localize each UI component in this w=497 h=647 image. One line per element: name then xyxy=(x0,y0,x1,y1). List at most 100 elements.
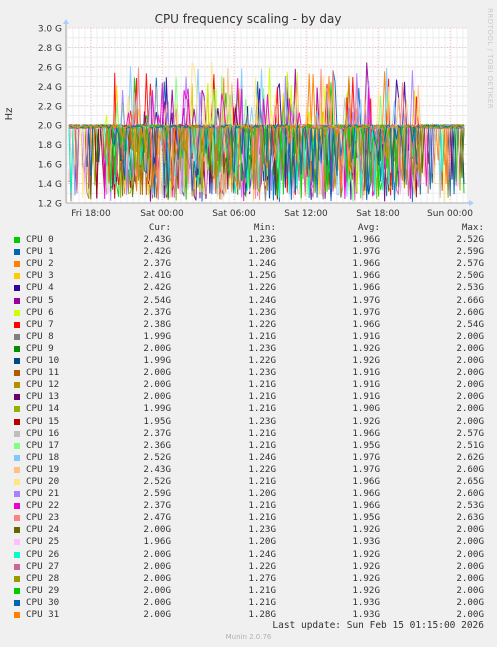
legend-min: 1.23G xyxy=(248,367,276,379)
legend-cur: 2.52G xyxy=(143,451,171,463)
legend-name: CPU 27 xyxy=(26,560,60,572)
series-line-cpu-23 xyxy=(68,67,465,201)
legend-cur: 2.00G xyxy=(143,367,171,379)
legend-row: CPU 11 2.00G 1.23G 1.91G 2.00G xyxy=(0,367,497,379)
legend-row: CPU 24 2.00G 1.23G 1.92G 2.00G xyxy=(0,524,497,536)
legend-max: 2.52G xyxy=(456,234,484,246)
legend-row: CPU 30 2.00G 1.21G 1.93G 2.00G xyxy=(0,597,497,609)
legend-name: CPU 31 xyxy=(26,609,60,620)
legend-cur: 1.96G xyxy=(143,536,171,548)
legend-cur: 2.00G xyxy=(143,342,171,354)
legend-name: CPU 13 xyxy=(26,391,60,403)
y-axis-label: Hz xyxy=(4,108,15,121)
legend-row: CPU 10 1.99G 1.22G 1.92G 2.00G xyxy=(0,355,497,367)
legend-max: 2.00G xyxy=(456,391,484,403)
axes: 1.2 G 1.4 G 1.6 G 1.8 G 2.0 G 2.2 G 2.4 G 2.6 G… xyxy=(38,19,474,219)
legend-row: CPU 16 2.37G 1.21G 1.96G 2.57G xyxy=(0,428,497,440)
legend-min: 1.24G xyxy=(248,294,276,306)
legend-cur: 2.00G xyxy=(143,379,171,391)
legend-min: 1.21G xyxy=(248,403,276,415)
legend-avg: 1.91G xyxy=(352,330,380,342)
legend-swatch xyxy=(14,454,20,461)
legend-swatch xyxy=(14,575,20,582)
legend-max: 2.00G xyxy=(456,609,484,620)
legend-swatch xyxy=(14,297,20,304)
col-cur-header: Cur: xyxy=(148,222,171,233)
legend-min: 1.21G xyxy=(248,512,276,524)
legend-avg: 1.92G xyxy=(352,342,380,354)
legend-avg: 1.96G xyxy=(352,270,380,282)
legend-swatch xyxy=(14,430,20,437)
legend-cur: 2.41G xyxy=(143,270,171,282)
legend-cur: 2.37G xyxy=(143,306,171,318)
legend-row: CPU 27 2.00G 1.22G 1.92G 2.00G xyxy=(0,561,497,573)
legend-avg: 1.97G xyxy=(352,451,380,463)
legend-swatch xyxy=(14,551,20,558)
legend-name: CPU 7 xyxy=(26,318,54,330)
legend-cur: 2.42G xyxy=(143,282,171,294)
legend-row: CPU 21 2.59G 1.20G 1.96G 2.60G xyxy=(0,488,497,500)
legend-row: CPU 1 2.42G 1.20G 1.97G 2.59G xyxy=(0,246,497,258)
legend-cur: 1.99G xyxy=(143,355,171,367)
legend-avg: 1.96G xyxy=(352,318,380,330)
legend-max: 2.53G xyxy=(456,282,484,294)
legend-max: 2.60G xyxy=(456,306,484,318)
legend-min: 1.23G xyxy=(248,306,276,318)
legend-swatch xyxy=(14,273,20,280)
legend-cur: 2.36G xyxy=(143,439,171,451)
legend-row: CPU 6 2.37G 1.23G 1.97G 2.60G xyxy=(0,307,497,319)
legend-max: 2.65G xyxy=(456,475,484,487)
legend-avg: 1.95G xyxy=(352,512,380,524)
legend-swatch xyxy=(14,442,20,449)
legend-max: 2.54G xyxy=(456,318,484,330)
legend-avg: 1.97G xyxy=(352,294,380,306)
y-tick-label: 2.8 G xyxy=(38,44,62,54)
munin-version: Munin 2.0.76 xyxy=(225,633,272,641)
legend-min: 1.23G xyxy=(248,415,276,427)
legend-min: 1.22G xyxy=(248,355,276,367)
legend-max: 2.57G xyxy=(456,427,484,439)
legend-name: CPU 29 xyxy=(26,584,60,596)
legend-min: 1.20G xyxy=(248,536,276,548)
legend-name: CPU 11 xyxy=(26,367,60,379)
legend-cur: 1.99G xyxy=(143,330,171,342)
legend-min: 1.21G xyxy=(248,330,276,342)
legend-min: 1.21G xyxy=(248,427,276,439)
legend-name: CPU 26 xyxy=(26,548,60,560)
legend-avg: 1.92G xyxy=(352,584,380,596)
legend-cur: 2.38G xyxy=(143,318,171,330)
legend-max: 2.00G xyxy=(456,584,484,596)
legend-avg: 1.91G xyxy=(352,379,380,391)
legend-name: CPU 8 xyxy=(26,330,54,342)
legend-cur: 2.43G xyxy=(143,234,171,246)
y-tick-label: 1.4 G xyxy=(38,180,62,190)
y-tick-label: 3.0 G xyxy=(38,25,62,35)
legend-cur: 1.99G xyxy=(143,403,171,415)
legend-avg: 1.96G xyxy=(352,234,380,246)
legend-swatch xyxy=(14,345,20,352)
legend-row: CPU 2 2.37G 1.24G 1.96G 2.57G xyxy=(0,258,497,270)
legend-avg: 1.97G xyxy=(352,306,380,318)
legend-max: 2.00G xyxy=(456,403,484,415)
legend-name: CPU 14 xyxy=(26,403,60,415)
legend-row: CPU 26 2.00G 1.24G 1.92G 2.00G xyxy=(0,549,497,561)
legend-min: 1.25G xyxy=(248,270,276,282)
legend-cur: 1.95G xyxy=(143,415,171,427)
legend-name: CPU 18 xyxy=(26,451,60,463)
legend-name: CPU 23 xyxy=(26,512,60,524)
legend-name: CPU 17 xyxy=(26,439,60,451)
legend-swatch xyxy=(14,406,20,413)
series-line-cpu-31 xyxy=(68,123,465,195)
legend-avg: 1.96G xyxy=(352,258,380,270)
legend-min: 1.21G xyxy=(248,596,276,608)
x-tick-label: Sat 12:00 xyxy=(284,209,328,219)
legend-name: CPU 21 xyxy=(26,488,60,500)
legend-avg: 1.93G xyxy=(352,609,380,620)
legend-avg: 1.92G xyxy=(352,548,380,560)
legend-name: CPU 9 xyxy=(26,342,54,354)
col-avg-header: Avg: xyxy=(357,222,380,233)
legend-name: CPU 24 xyxy=(26,524,60,536)
legend-swatch xyxy=(14,321,20,328)
legend-swatch xyxy=(14,358,20,365)
legend-swatch xyxy=(14,249,20,256)
